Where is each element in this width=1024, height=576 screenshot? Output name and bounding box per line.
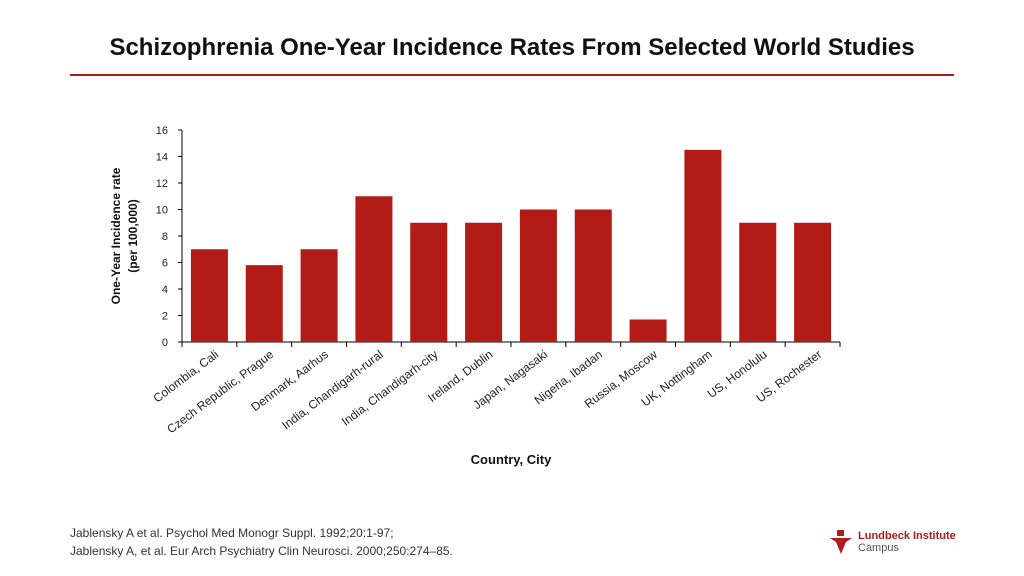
- bar: [465, 222, 503, 342]
- logo-line1: Lundbeck Institute: [858, 530, 956, 542]
- bar: [300, 249, 338, 342]
- reference-1: Jablensky A et al. Psychol Med Monogr Su…: [70, 526, 394, 540]
- y-tick-label: 16: [156, 125, 168, 137]
- x-tick-label: India, Chandigarh-rural: [279, 347, 385, 432]
- bar: [739, 222, 777, 342]
- y-axis-label-line1: One-Year Incidence rate: [109, 167, 123, 304]
- bar: [794, 222, 832, 342]
- references: Jablensky A et al. Psychol Med Monogr Su…: [70, 524, 453, 560]
- y-tick-label: 14: [156, 152, 168, 164]
- page-title: Schizophrenia One-Year Incidence Rates F…: [109, 34, 915, 61]
- bar: [410, 222, 448, 342]
- reference-2: Jablensky A, et al. Eur Arch Psychiatry …: [70, 544, 453, 558]
- x-tick-label: India, Chandigarh-city: [339, 347, 441, 428]
- x-tick-label: Czech Republic, Prague: [164, 347, 276, 436]
- y-tick-label: 2: [162, 311, 168, 323]
- y-tick-label: 12: [156, 178, 168, 190]
- bar: [245, 265, 283, 342]
- y-tick-label: 10: [156, 205, 168, 217]
- logo-line2: Campus: [858, 542, 899, 554]
- y-tick-label: 0: [162, 337, 168, 349]
- lundbeck-logo: Lundbeck Institute Campus: [830, 530, 956, 554]
- bar: [355, 196, 393, 342]
- y-axis-label-line2: (per 100,000): [126, 199, 140, 272]
- bar: [519, 209, 557, 342]
- logo-icon: [830, 530, 852, 554]
- bar: [574, 209, 612, 342]
- bar: [684, 149, 722, 342]
- y-tick-label: 8: [162, 231, 168, 243]
- x-axis-label: Country, City: [471, 452, 552, 467]
- bar: [629, 319, 667, 342]
- title-divider: [70, 74, 954, 76]
- y-tick-label: 4: [162, 284, 168, 296]
- y-tick-label: 6: [162, 258, 168, 270]
- bar: [190, 249, 228, 342]
